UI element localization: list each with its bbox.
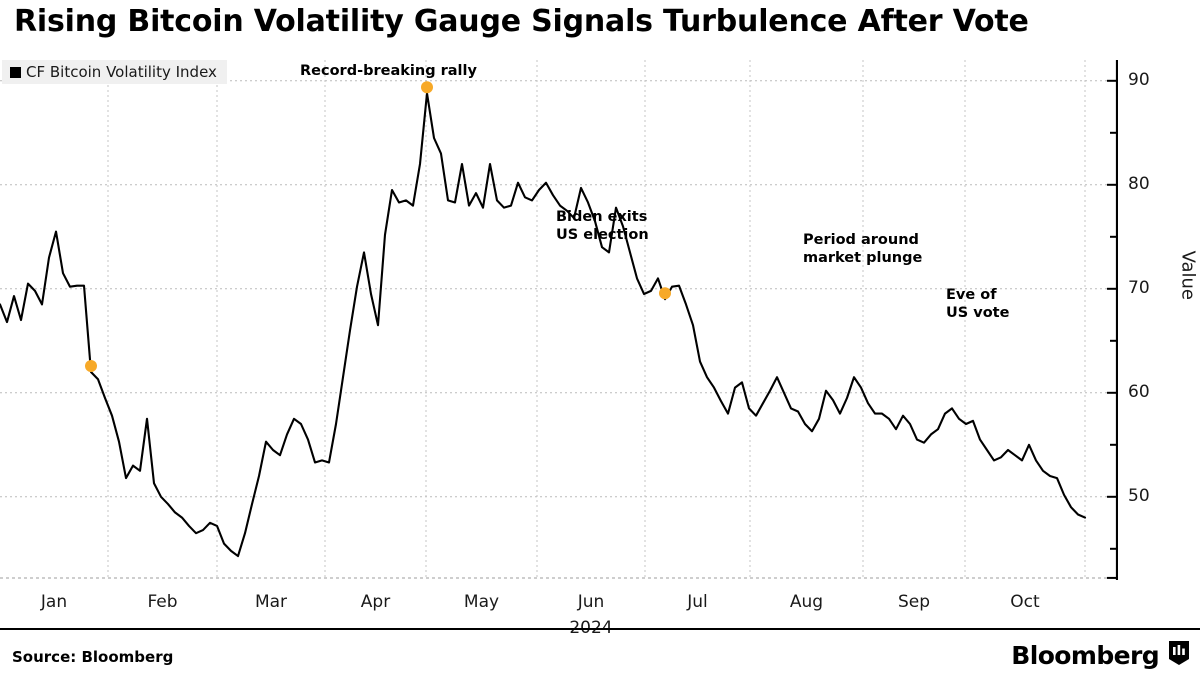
y-tick-label-50: 50 xyxy=(1128,485,1150,506)
highlight-marker-dot xyxy=(421,81,433,94)
data-line-series xyxy=(0,92,1087,558)
legend-label: CF Bitcoin Volatility Index xyxy=(26,63,217,81)
highlight-marker-dot xyxy=(85,360,97,372)
source-label: Source: Bloomberg xyxy=(12,648,174,666)
annotation-eve-of-us-vote: Eve of US vote xyxy=(946,287,1010,322)
x-tick-label-aug: Aug xyxy=(789,592,824,612)
y-axis-title: Value xyxy=(1177,250,1198,300)
gridlines xyxy=(0,60,1116,579)
bloomberg-wordmark: Bloomberg xyxy=(1011,640,1159,670)
x-tick-label-may: May xyxy=(463,592,500,612)
bloomberg-logo-icon xyxy=(1168,640,1190,670)
legend-swatch-icon xyxy=(10,66,21,78)
line-chart-svg xyxy=(0,60,1118,580)
footer-divider xyxy=(0,628,1200,630)
highlight-marker-dot xyxy=(659,287,671,300)
x-tick-label-oct: Oct xyxy=(1010,592,1040,612)
highlight-markers xyxy=(85,81,671,372)
y-tick-label-70: 70 xyxy=(1128,277,1150,298)
annotation-biden-exits-us-election: Biden exits US election xyxy=(556,209,649,244)
x-tick-label-apr: Apr xyxy=(360,592,391,612)
y-tick-label-80: 80 xyxy=(1128,173,1150,194)
y-tick-label-90: 90 xyxy=(1128,69,1150,90)
x-tick-label-jul: Jul xyxy=(687,592,708,612)
bloomberg-brand: Bloomberg xyxy=(1011,640,1190,670)
annotation-period-around-market-plunge: Period around market plunge xyxy=(803,232,923,267)
legend: CF Bitcoin Volatility Index xyxy=(2,60,227,84)
page-title: Rising Bitcoin Volatility Gauge Signals … xyxy=(14,4,1029,39)
plot-area xyxy=(0,60,1118,580)
x-tick-label-jan: Jan xyxy=(40,592,68,612)
annotation-record-breaking-rally: Record-breaking rally xyxy=(300,63,477,79)
axis-ticks xyxy=(1107,79,1116,579)
x-tick-label-feb: Feb xyxy=(147,592,178,612)
x-tick-label-sep: Sep xyxy=(897,592,931,612)
y-tick-label-60: 60 xyxy=(1128,381,1150,402)
x-tick-label-jun: Jun xyxy=(577,592,605,612)
x-tick-label-mar: Mar xyxy=(254,592,288,612)
